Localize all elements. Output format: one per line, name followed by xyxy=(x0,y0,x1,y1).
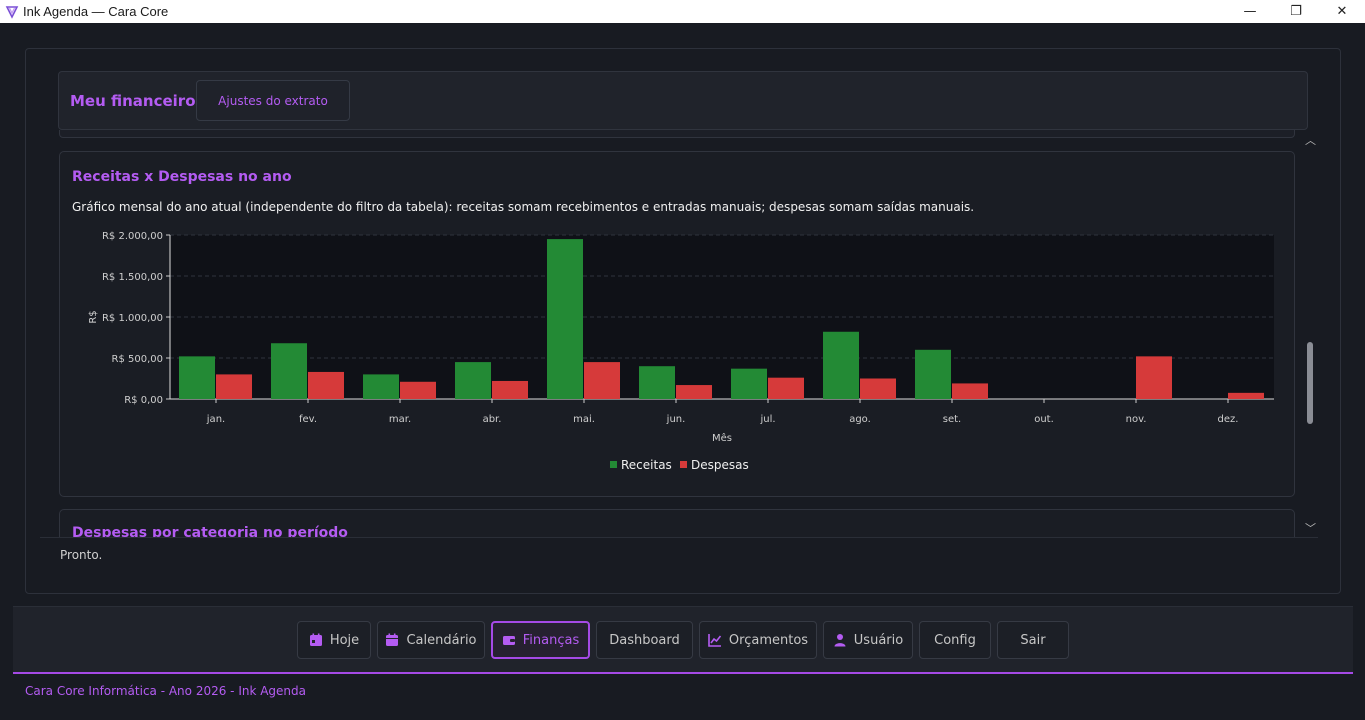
nav-label: Orçamentos xyxy=(728,632,809,648)
wallet-icon xyxy=(502,636,515,645)
bar-despesas-0 xyxy=(216,374,252,399)
x-tick-label: mar. xyxy=(389,414,411,425)
x-tick-label: ago. xyxy=(849,414,871,425)
nav-calendar-button[interactable]: Calendário xyxy=(377,621,485,659)
divider xyxy=(40,537,1318,538)
x-tick-label: fev. xyxy=(299,414,317,425)
bar-despesas-8 xyxy=(952,383,988,399)
bar-receitas-4 xyxy=(547,239,583,399)
nav-accent-line xyxy=(13,672,1353,674)
nav-label: Finanças xyxy=(522,632,580,648)
minimize-button[interactable]: — xyxy=(1227,0,1273,23)
x-tick-label: jun. xyxy=(666,414,686,425)
finance-header: Meu financeiro Ajustes do extrato xyxy=(58,71,1308,130)
vertical-scrollbar[interactable]: ︿ ﹀ xyxy=(1301,130,1319,537)
nav-user-button[interactable]: Usuário xyxy=(823,621,913,659)
chart-description: Gráfico mensal do ano atual (independent… xyxy=(72,200,975,214)
calendar-icon xyxy=(386,633,399,646)
y-tick-label: R$ 0,00 xyxy=(124,395,163,406)
x-tick-label: jan. xyxy=(206,414,225,425)
chart-line-icon xyxy=(708,634,722,647)
nav-label: Hoje xyxy=(329,632,360,648)
nav-finance-button[interactable]: Finanças xyxy=(491,621,590,659)
bar-receitas-6 xyxy=(731,368,767,399)
scroll-thumb[interactable] xyxy=(1307,342,1313,424)
y-tick-label: R$ 1.500,00 xyxy=(102,272,163,283)
bar-despesas-6 xyxy=(768,377,804,399)
nav-hoje-button[interactable]: Hoje xyxy=(297,621,371,659)
bar-receitas-0 xyxy=(179,356,215,399)
chevron-up-icon[interactable]: ︿ xyxy=(1305,134,1316,147)
nav-dashboard-button[interactable]: Dashboard xyxy=(596,621,693,659)
maximize-icon: ❐ xyxy=(1290,4,1302,19)
close-icon: ✕ xyxy=(1336,4,1348,19)
bar-despesas-11 xyxy=(1228,392,1264,399)
bar-despesas-4 xyxy=(584,362,620,399)
nav-exit-button[interactable]: Sair xyxy=(997,621,1069,659)
app-logo-icon xyxy=(5,5,19,19)
legend-swatch-despesas xyxy=(680,461,687,468)
nav-budgets-button[interactable]: Orçamentos xyxy=(699,621,817,659)
bar-receitas-1 xyxy=(271,343,307,399)
x-axis-label: Mês xyxy=(712,432,732,444)
income-expense-card: Receitas x Despesas no ano Gráfico mensa… xyxy=(59,151,1295,497)
window-title: Ink Agenda — Cara Core xyxy=(23,4,169,19)
bar-despesas-7 xyxy=(860,378,896,399)
x-tick-label: out. xyxy=(1034,414,1054,425)
nav-label: Config xyxy=(934,632,976,648)
bar-despesas-1 xyxy=(308,371,344,399)
y-tick-label: R$ 1.000,00 xyxy=(102,313,163,324)
income-expense-chart: R$ 0,00 R$ 500,00 R$ 1.000,00 R$ 1.500,00 R$… xyxy=(88,231,1274,472)
minimize-icon: — xyxy=(1243,4,1257,19)
maximize-button[interactable]: ❐ xyxy=(1273,0,1319,23)
close-button[interactable]: ✕ xyxy=(1319,0,1365,23)
x-tick-label: dez. xyxy=(1218,414,1239,425)
section-title: Despesas por categoria no período xyxy=(72,525,348,537)
bar-despesas-5 xyxy=(676,385,712,399)
bar-receitas-8 xyxy=(915,349,951,399)
status-text: Pronto. xyxy=(60,548,103,562)
legend-swatch-receitas xyxy=(610,461,617,468)
bar-receitas-7 xyxy=(823,331,859,399)
window-titlebar: Ink Agenda — Cara Core — ❐ ✕ xyxy=(0,0,1365,23)
bar-despesas-10 xyxy=(1136,356,1172,399)
x-tick-label: mai. xyxy=(573,414,595,425)
nav-label: Calendário xyxy=(406,632,477,648)
bar-despesas-2 xyxy=(400,381,436,399)
footer-text: Cara Core Informática - Ano 2026 - Ink A… xyxy=(25,684,307,698)
x-tick-label: set. xyxy=(943,414,961,425)
nav-label: Dashboard xyxy=(609,632,680,648)
y-axis-label: R$ xyxy=(88,310,99,323)
bar-receitas-5 xyxy=(639,366,675,399)
expenses-by-category-card: Despesas por categoria no período xyxy=(59,509,1295,537)
nav-label: Usuário xyxy=(853,632,904,648)
statement-settings-button[interactable]: Ajustes do extrato xyxy=(196,80,350,121)
page-title: Meu financeiro xyxy=(70,92,196,110)
bar-receitas-2 xyxy=(363,374,399,399)
calendar-day-icon xyxy=(309,633,322,646)
nav-config-button[interactable]: Config xyxy=(919,621,991,659)
y-tick-label: R$ 2.000,00 xyxy=(102,231,163,242)
scroll-area[interactable]: Receitas x Despesas no ano Gráfico mensa… xyxy=(59,130,1295,537)
chart-title: Receitas x Despesas no ano xyxy=(72,169,292,185)
user-icon xyxy=(834,634,846,647)
x-tick-label: abr. xyxy=(483,414,502,425)
bar-receitas-3 xyxy=(455,362,491,399)
legend-label-receitas: Receitas xyxy=(621,458,672,472)
y-tick-label: R$ 500,00 xyxy=(112,354,163,365)
bar-despesas-3 xyxy=(492,380,528,399)
x-tick-label: nov. xyxy=(1126,414,1147,425)
legend-label-despesas: Despesas xyxy=(691,458,749,472)
chevron-down-icon[interactable]: ﹀ xyxy=(1305,522,1316,535)
previous-card-edge xyxy=(59,130,1295,138)
x-tick-label: jul. xyxy=(759,414,775,425)
nav-label: Sair xyxy=(1020,632,1046,648)
